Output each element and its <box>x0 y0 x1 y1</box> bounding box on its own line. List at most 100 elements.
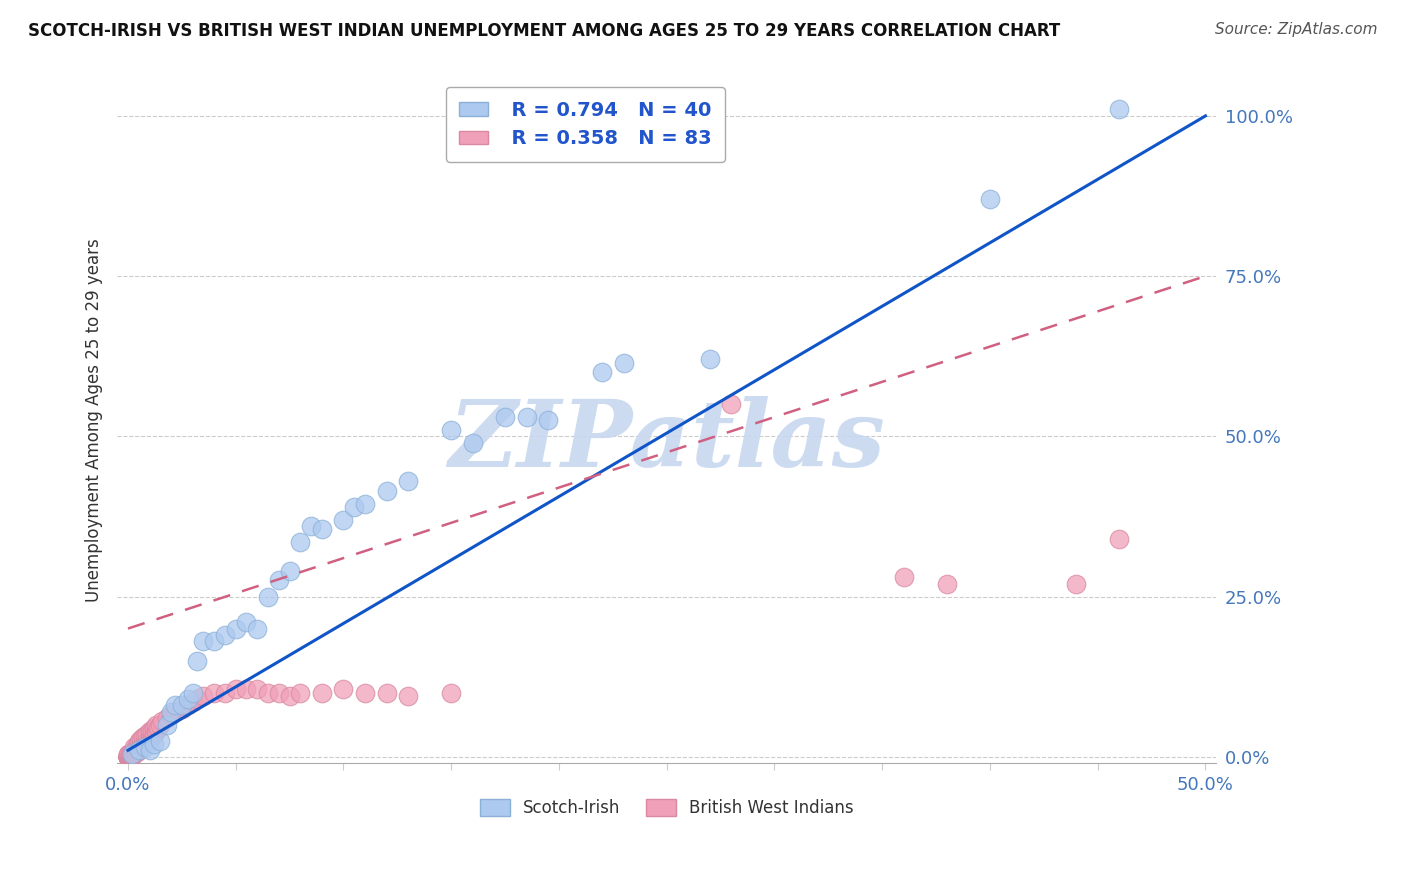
Point <box>134 729 156 743</box>
Point <box>146 721 169 735</box>
Point <box>186 692 208 706</box>
Point <box>138 743 160 757</box>
Point <box>121 747 143 761</box>
Point <box>235 682 257 697</box>
Point <box>149 733 172 747</box>
Point <box>311 685 333 699</box>
Point <box>117 749 139 764</box>
Point <box>494 410 516 425</box>
Point <box>225 622 247 636</box>
Point <box>375 685 398 699</box>
Point <box>181 685 204 699</box>
Point <box>138 727 160 741</box>
Point <box>396 474 419 488</box>
Point <box>125 742 148 756</box>
Point <box>170 698 193 713</box>
Point <box>354 685 377 699</box>
Point <box>121 745 143 759</box>
Point <box>202 634 225 648</box>
Point <box>128 733 150 747</box>
Point <box>132 737 155 751</box>
Point <box>117 749 139 764</box>
Point <box>142 727 165 741</box>
Point <box>613 356 636 370</box>
Point <box>177 698 200 713</box>
Point <box>165 698 187 713</box>
Point <box>193 634 215 648</box>
Point <box>132 731 155 745</box>
Point <box>1108 532 1130 546</box>
Point <box>181 695 204 709</box>
Point <box>257 685 280 699</box>
Point <box>120 749 142 764</box>
Point <box>202 685 225 699</box>
Point <box>186 654 208 668</box>
Point <box>893 570 915 584</box>
Point <box>720 397 742 411</box>
Point <box>145 724 167 739</box>
Point <box>117 749 139 764</box>
Point <box>343 500 366 514</box>
Point <box>214 685 236 699</box>
Point <box>121 747 143 761</box>
Y-axis label: Unemployment Among Ages 25 to 29 years: Unemployment Among Ages 25 to 29 years <box>86 238 103 602</box>
Point <box>117 749 139 764</box>
Point <box>278 689 301 703</box>
Point <box>1108 103 1130 117</box>
Point <box>124 743 146 757</box>
Point <box>332 682 354 697</box>
Point <box>156 711 179 725</box>
Legend: Scotch-Irish, British West Indians: Scotch-Irish, British West Indians <box>474 792 860 823</box>
Point <box>267 574 290 588</box>
Point <box>117 749 139 764</box>
Point <box>935 576 957 591</box>
Point <box>152 714 174 729</box>
Point <box>125 745 148 759</box>
Point <box>1064 576 1087 591</box>
Point <box>979 192 1001 206</box>
Point <box>177 692 200 706</box>
Point <box>120 747 142 761</box>
Point <box>354 497 377 511</box>
Point <box>134 736 156 750</box>
Point <box>149 717 172 731</box>
Point <box>134 740 156 755</box>
Point <box>145 717 167 731</box>
Point <box>290 685 312 699</box>
Point <box>156 717 179 731</box>
Point <box>246 622 269 636</box>
Point <box>120 747 142 762</box>
Point <box>257 590 280 604</box>
Text: Source: ZipAtlas.com: Source: ZipAtlas.com <box>1215 22 1378 37</box>
Point <box>117 749 139 764</box>
Point <box>138 724 160 739</box>
Point <box>699 352 721 367</box>
Point <box>117 747 139 761</box>
Point <box>440 423 463 437</box>
Point <box>120 749 142 764</box>
Point <box>141 729 163 743</box>
Point <box>396 689 419 703</box>
Point <box>142 737 165 751</box>
Point <box>332 513 354 527</box>
Point <box>124 747 146 761</box>
Point <box>225 682 247 697</box>
Point <box>591 365 613 379</box>
Point <box>214 628 236 642</box>
Point <box>136 727 159 741</box>
Point <box>117 749 139 764</box>
Text: ZIPatlas: ZIPatlas <box>449 396 886 486</box>
Text: SCOTCH-IRISH VS BRITISH WEST INDIAN UNEMPLOYMENT AMONG AGES 25 TO 29 YEARS CORRE: SCOTCH-IRISH VS BRITISH WEST INDIAN UNEM… <box>28 22 1060 40</box>
Point <box>193 689 215 703</box>
Point <box>117 747 139 762</box>
Point <box>142 721 165 735</box>
Point <box>516 410 538 425</box>
Point <box>128 743 150 757</box>
Point <box>235 615 257 629</box>
Point <box>129 737 152 751</box>
Point <box>129 731 152 746</box>
Point <box>170 701 193 715</box>
Point <box>136 733 159 747</box>
Point <box>299 519 322 533</box>
Point <box>246 682 269 697</box>
